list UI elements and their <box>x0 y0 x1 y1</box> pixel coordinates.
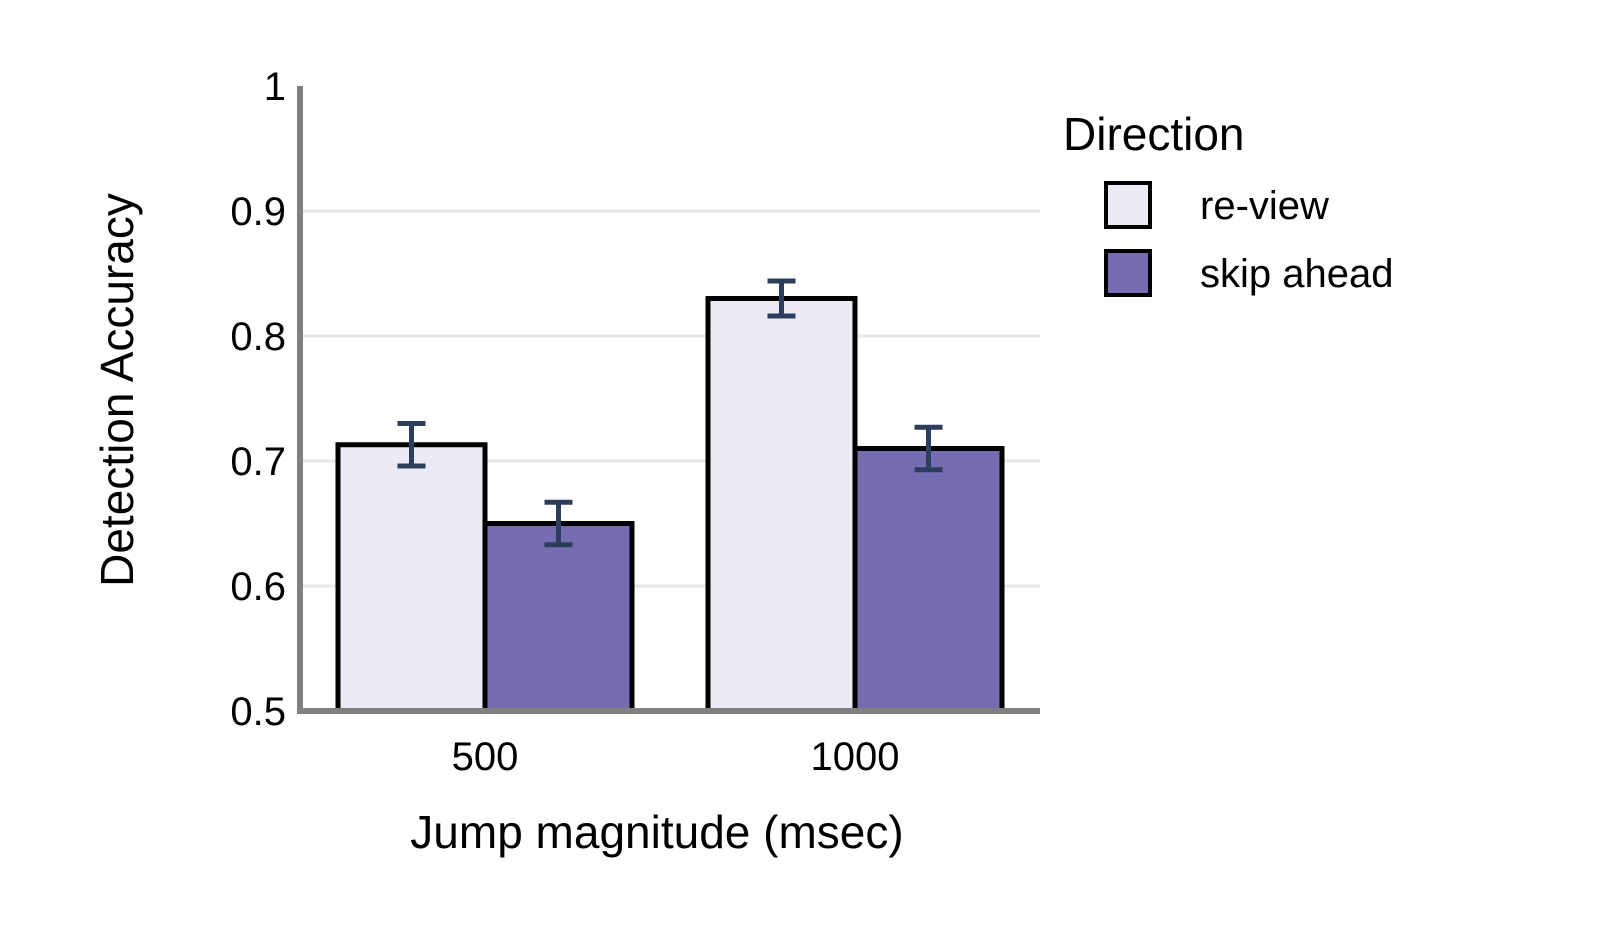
error-bar <box>544 499 573 548</box>
x-axis-label: Jump magnitude (msec) <box>410 806 903 858</box>
y-tick-label: 1 <box>264 65 286 109</box>
legend-swatch <box>1104 181 1152 229</box>
bar-skip-ahead-1000 <box>852 446 1005 714</box>
error-bar <box>914 424 943 473</box>
x-tick-label: 1000 <box>811 735 900 779</box>
y-tick-label: 0.5 <box>230 690 286 734</box>
bars <box>335 296 1005 714</box>
y-tick-labels: 0.5 0.6 0.7 0.8 0.9 1 <box>230 65 286 734</box>
legend-label: skip ahead <box>1200 252 1393 296</box>
y-axis-label: Detection Accuracy <box>91 193 143 587</box>
legend-title: Direction <box>1063 108 1245 160</box>
error-bar <box>397 421 426 469</box>
y-tick-label: 0.8 <box>230 315 286 359</box>
y-tick-label: 0.7 <box>230 440 286 484</box>
x-tick-labels: 500 1000 <box>452 735 900 779</box>
axes <box>297 86 1040 714</box>
y-tick-label: 0.9 <box>230 190 286 234</box>
legend: Direction re-view skip ahead <box>1063 108 1393 297</box>
x-tick-label: 500 <box>452 735 519 779</box>
error-bars <box>397 278 943 548</box>
y-tick-label: 0.6 <box>230 565 286 609</box>
bar-skip-ahead-500 <box>482 521 635 714</box>
legend-swatch <box>1104 249 1152 297</box>
bar-re-view-500 <box>335 442 488 714</box>
error-bar <box>767 278 796 319</box>
bar-re-view-1000 <box>705 296 858 714</box>
legend-label: re-view <box>1200 184 1329 228</box>
